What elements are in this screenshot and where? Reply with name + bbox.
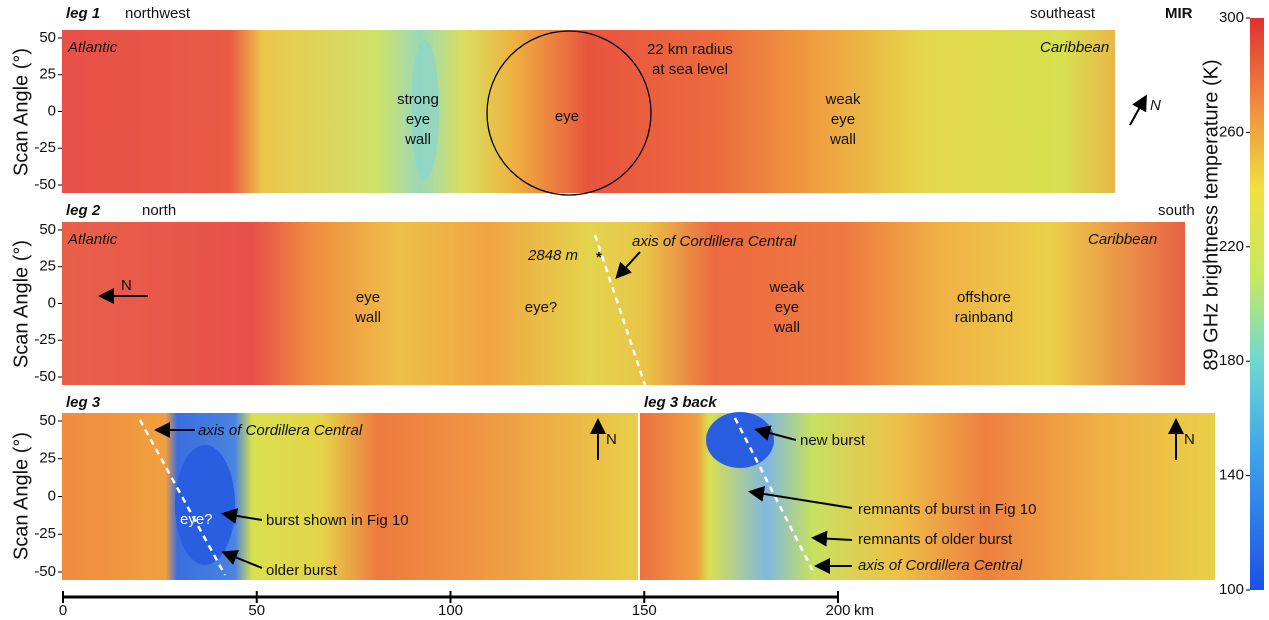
annotation: Caribbean — [1088, 231, 1157, 248]
y-tick-label: -50 — [34, 368, 56, 385]
colorbar — [1250, 18, 1264, 590]
scale-tick-label: 0 — [59, 602, 67, 619]
annotation: wall — [773, 319, 800, 336]
north-arrow — [1130, 98, 1145, 125]
y-tick-label: -25 — [34, 139, 56, 156]
annotation: Atlantic — [67, 231, 118, 248]
annotation: N — [121, 277, 132, 294]
annotation: eye — [555, 108, 579, 125]
y-tick-label: -25 — [34, 525, 56, 542]
y-tick-label: -25 — [34, 331, 56, 348]
annotation: axis of Cordillera Central — [858, 557, 1023, 574]
colorbar-tick-label: 220 — [1219, 238, 1244, 255]
annotation: weak — [824, 91, 861, 108]
cold-region — [175, 445, 235, 565]
panel-label: leg 2 — [66, 202, 101, 219]
annotation: wall — [404, 131, 431, 148]
y-tick-label: 0 — [48, 487, 56, 504]
annotation: north — [142, 202, 176, 219]
y-axis-label: Scan Angle (°) — [10, 48, 32, 176]
y-tick-label: 25 — [39, 450, 56, 467]
annotation: eye — [406, 111, 430, 128]
annotation: offshore — [957, 289, 1011, 306]
annotation: Caribbean — [1040, 39, 1109, 56]
panel-label: leg 3 back — [644, 394, 717, 411]
y-tick-label: 25 — [39, 66, 56, 83]
y-tick-label: -50 — [34, 563, 56, 580]
annotation: 2848 m — [527, 247, 578, 264]
annotation: MIR — [1165, 5, 1193, 22]
scale-tick-label: 200 — [825, 602, 850, 619]
annotation: N — [1184, 431, 1195, 448]
colorbar-label: 89 GHz brightness temperature (K) — [1200, 59, 1222, 370]
annotation: at sea level — [652, 61, 728, 78]
colorbar-tick-label: 260 — [1219, 123, 1244, 140]
scale-tick-label: 50 — [248, 602, 265, 619]
annotation: southeast — [1030, 5, 1096, 22]
y-tick-label: 25 — [39, 258, 56, 275]
colorbar-tick-label: 140 — [1219, 467, 1244, 484]
y-tick-label: 50 — [39, 29, 56, 46]
annotation: weak — [768, 279, 805, 296]
y-tick-label: 0 — [48, 102, 56, 119]
annotation: eye — [775, 299, 799, 316]
scale-tick-label: 100 — [438, 602, 463, 619]
annotation: eye? — [180, 511, 213, 528]
annotation: Atlantic — [67, 39, 118, 56]
cold-region — [706, 412, 774, 468]
colorbar-tick-label: 300 — [1219, 9, 1244, 26]
annotation: eye — [831, 111, 855, 128]
annotation: * — [596, 249, 602, 266]
annotation: strong — [397, 91, 439, 108]
annotation: axis of Cordillera Central — [198, 422, 363, 439]
y-tick-label: 50 — [39, 221, 56, 238]
annotation: south — [1158, 202, 1195, 219]
y-tick-label: 0 — [48, 294, 56, 311]
y-tick-label: 50 — [39, 412, 56, 429]
annotation: remnants of older burst — [858, 531, 1013, 548]
colorbar-tick-label: 180 — [1219, 352, 1244, 369]
annotation: burst shown in Fig 10 — [266, 512, 409, 529]
scale-tick-label: 150 — [632, 602, 657, 619]
y-axis-label: Scan Angle (°) — [10, 240, 32, 368]
annotation: new burst — [800, 432, 866, 449]
colorbar-tick-label: 100 — [1219, 581, 1244, 598]
figure: leg 1 northwest southeast MIR Atlantic C… — [0, 0, 1269, 620]
panel-label: leg 3 — [66, 394, 101, 411]
annotation: rainband — [955, 309, 1013, 326]
panel-image — [62, 30, 1115, 193]
annotation: older burst — [266, 562, 338, 579]
annotation: eye? — [525, 299, 558, 316]
annotation: northwest — [125, 5, 191, 22]
annotation: remnants of burst in Fig 10 — [858, 501, 1036, 518]
annotation: N — [606, 431, 617, 448]
annotation: N — [1150, 97, 1161, 114]
panel-image — [62, 222, 1185, 385]
annotation: 22 km radius — [647, 41, 733, 58]
y-tick-label: -50 — [34, 176, 56, 193]
scale-unit: km — [854, 602, 874, 619]
annotation: wall — [354, 309, 381, 326]
annotation: axis of Cordillera Central — [632, 233, 797, 250]
annotation: wall — [829, 131, 856, 148]
y-axis-label: Scan Angle (°) — [10, 432, 32, 560]
panel-label: leg 1 — [66, 5, 100, 22]
annotation: eye — [356, 289, 380, 306]
